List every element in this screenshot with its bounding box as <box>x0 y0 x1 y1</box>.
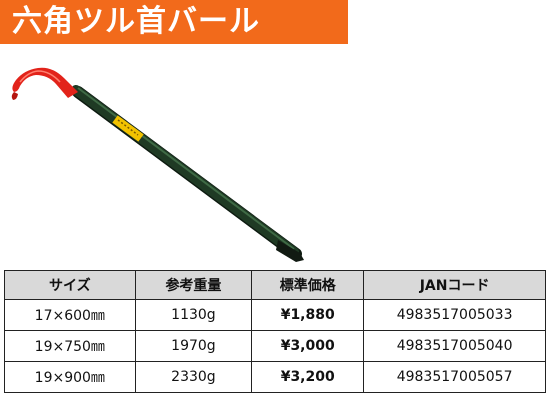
cell-jan: 4983517005040 <box>363 330 546 362</box>
header-jan: JANコード <box>363 270 546 300</box>
cell-weight: 1970g <box>134 330 253 362</box>
table-row: 17×600㎜ 1130g ¥1,880 4983517005033 <box>4 299 546 331</box>
page-title: 六角ツル首バール <box>12 4 260 39</box>
cell-weight: 2330g <box>134 361 253 393</box>
table-header-row: サイズ 参考重量 標準価格 JANコード <box>4 270 546 300</box>
title-banner: 六角ツル首バール <box>0 0 348 44</box>
header-size: サイズ <box>4 270 136 300</box>
table-row: 19×900㎜ 2330g ¥3,200 4983517005057 <box>4 361 546 393</box>
header-weight: 参考重量 <box>134 270 253 300</box>
header-price: 標準価格 <box>251 270 365 300</box>
crowbar-shaft <box>71 85 299 257</box>
crowbar-label-text <box>117 119 139 136</box>
cell-weight: 1130g <box>134 299 253 331</box>
crowbar-image <box>11 67 304 262</box>
cell-price: ¥3,200 <box>251 361 365 393</box>
crowbar-chisel-end <box>276 240 304 262</box>
crowbar-shaft-highlight <box>77 87 295 250</box>
crowbar-hook-highlight <box>19 70 61 83</box>
spec-table: サイズ 参考重量 標準価格 JANコード 17×600㎜ 1130g ¥1,88… <box>4 270 546 393</box>
cell-size: 19×900㎜ <box>4 361 136 393</box>
cell-size: 17×600㎜ <box>4 299 136 331</box>
cell-jan: 4983517005057 <box>363 361 546 393</box>
cell-size: 19×750㎜ <box>4 330 136 362</box>
table-row: 19×750㎜ 1970g ¥3,000 4983517005040 <box>4 330 546 362</box>
cell-jan: 4983517005033 <box>363 299 546 331</box>
crowbar-claw-tip <box>11 92 18 100</box>
cell-price: ¥1,880 <box>251 299 365 331</box>
crowbar-hook <box>12 67 78 98</box>
cell-price: ¥3,000 <box>251 330 365 362</box>
crowbar-label <box>112 115 144 142</box>
